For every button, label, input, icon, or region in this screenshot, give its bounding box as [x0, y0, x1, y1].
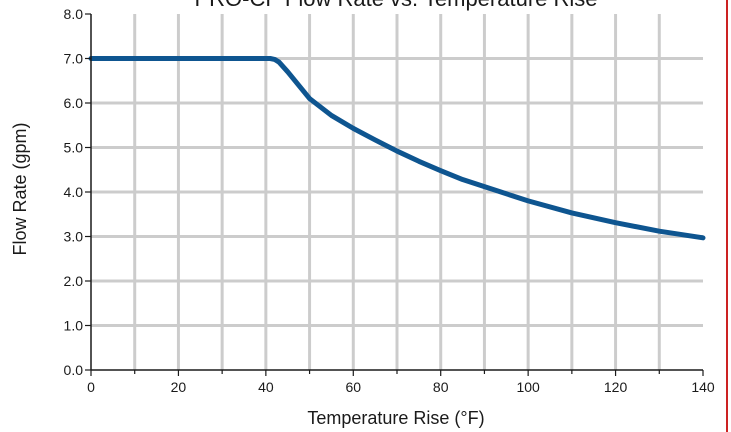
y-tick-label: 6.0: [64, 95, 84, 111]
x-tick-label: 20: [171, 379, 187, 395]
y-tick-labels: 0.0 1.0 2.0 3.0 4.0 5.0 6.0 7.0 8.0: [64, 6, 84, 378]
y-tick-label: 5.0: [64, 140, 84, 156]
flow-rate-series-line: [88, 56, 706, 241]
grid-lines: [91, 14, 703, 370]
x-tick-label: 120: [604, 379, 628, 395]
y-tick-label: 7.0: [64, 51, 84, 67]
y-tick-label: 1.0: [64, 318, 84, 334]
x-tick-label: 0: [87, 379, 95, 395]
x-tick-label: 100: [516, 379, 540, 395]
y-tick-label: 3.0: [64, 229, 84, 245]
y-tick-label: 8.0: [64, 6, 84, 22]
y-tick-label: 0.0: [64, 362, 84, 378]
x-tick-labels: 0 20 40 60 80 100 120 140: [87, 379, 715, 395]
axes: [85, 13, 704, 376]
x-tick-label: 60: [345, 379, 361, 395]
y-tick-label: 4.0: [64, 184, 84, 200]
chart-title: PRO-CF Flow Rate vs. Temperature Rise: [194, 0, 597, 11]
series-group: [88, 56, 706, 241]
x-tick-label: 140: [691, 379, 715, 395]
x-axis-title: Temperature Rise (°F): [307, 408, 484, 428]
y-tick-label: 2.0: [64, 273, 84, 289]
x-tick-label: 80: [433, 379, 449, 395]
y-axis-title: Flow Rate (gpm): [10, 122, 30, 255]
x-tick-label: 40: [258, 379, 274, 395]
